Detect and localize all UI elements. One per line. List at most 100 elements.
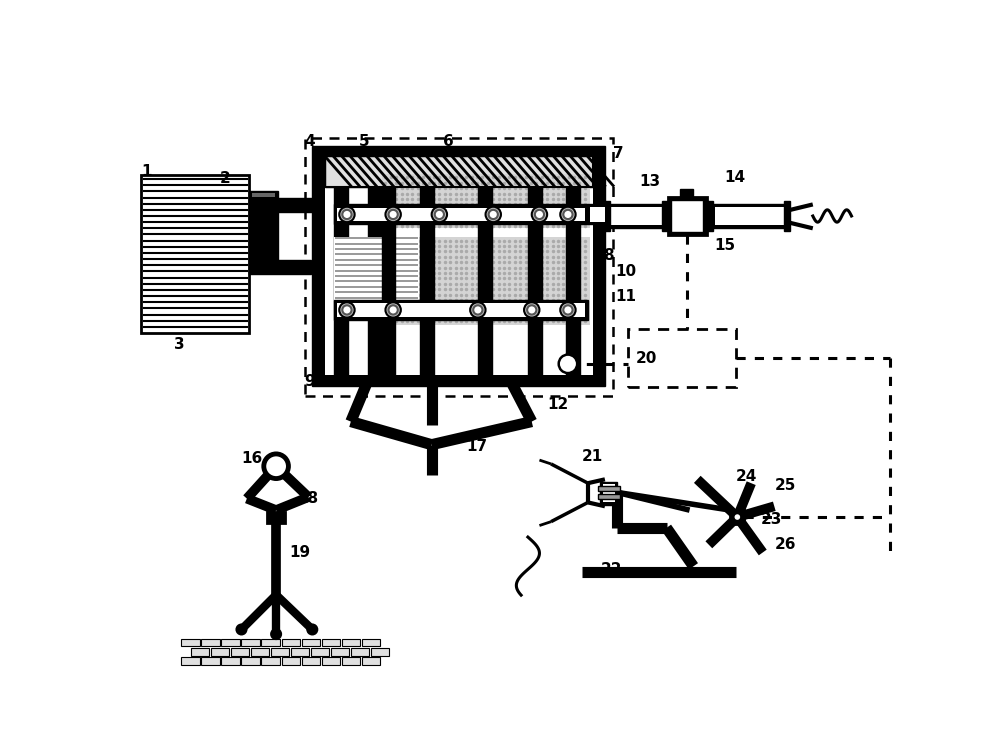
Text: 2: 2 [220,171,231,186]
Circle shape [524,302,539,317]
Bar [420,187,434,375]
Bar [325,156,593,375]
Bar [478,187,492,375]
Bar [271,648,289,656]
Bar [221,639,240,646]
Bar [278,198,314,212]
Circle shape [342,210,352,219]
Circle shape [389,210,398,219]
Text: 8: 8 [603,248,614,263]
Circle shape [385,302,401,317]
Text: 25: 25 [774,478,796,493]
Text: 24: 24 [736,469,757,484]
Bar [334,237,419,321]
Circle shape [339,302,355,317]
Circle shape [271,630,281,639]
Bar [191,648,209,656]
Circle shape [342,305,352,314]
Circle shape [733,513,741,521]
Text: 6: 6 [443,133,454,149]
Bar [382,187,395,375]
Text: 13: 13 [640,173,661,188]
Bar [231,648,249,656]
Bar [610,207,663,225]
Bar [382,237,590,325]
Text: 1: 1 [141,164,152,179]
Circle shape [489,210,498,219]
Circle shape [435,210,444,219]
Text: 10: 10 [615,264,636,279]
Circle shape [308,625,317,634]
Circle shape [432,207,447,222]
Circle shape [339,207,355,222]
Bar [715,207,784,225]
Bar [252,193,275,197]
Text: 9: 9 [305,374,315,389]
Bar [261,639,280,646]
Text: 23: 23 [761,513,783,528]
Bar [362,639,380,646]
Bar [211,648,229,656]
Bar [325,156,593,187]
Circle shape [389,305,398,314]
Bar [267,513,285,523]
Bar [181,657,200,665]
Bar [201,639,220,646]
Text: 14: 14 [724,170,745,185]
Circle shape [532,207,547,222]
Text: 12: 12 [547,397,568,412]
Bar [249,191,278,260]
Bar [342,639,360,646]
Bar [302,639,320,646]
Bar [334,204,588,225]
Bar [382,173,590,228]
Bar [590,207,605,222]
Bar [241,657,260,665]
Circle shape [560,207,576,222]
Circle shape [563,305,573,314]
Bar [337,207,585,222]
Bar [241,639,260,646]
Bar [713,204,786,228]
Bar [528,187,542,375]
Circle shape [264,454,288,479]
Circle shape [535,210,544,219]
Circle shape [559,354,577,373]
Bar [371,648,389,656]
Circle shape [473,305,482,314]
Bar [368,187,382,375]
Bar [680,189,693,198]
Text: 15: 15 [714,238,735,253]
Bar [201,657,220,665]
Text: 20: 20 [636,351,657,366]
Bar [291,648,309,656]
Bar [600,482,617,504]
Bar [730,510,744,524]
Bar [261,657,280,665]
Text: 11: 11 [615,289,636,304]
Bar [282,639,300,646]
Circle shape [470,302,486,317]
Text: 5: 5 [358,133,369,149]
Bar [302,657,320,665]
Bar [566,187,580,375]
Bar [784,201,790,231]
Bar [322,657,340,665]
Bar [662,201,668,231]
Bar [707,201,713,231]
Bar [628,329,736,387]
Circle shape [486,207,501,222]
Text: 19: 19 [289,545,310,559]
Bar [282,657,300,665]
Text: 18: 18 [297,491,318,506]
Bar [251,648,269,656]
Bar [342,657,360,665]
Bar [334,187,348,375]
Circle shape [527,305,536,314]
Bar [588,204,607,225]
Bar [305,138,613,396]
Bar [311,648,329,656]
Bar [351,648,369,656]
Text: 7: 7 [613,146,623,161]
Circle shape [563,210,573,219]
